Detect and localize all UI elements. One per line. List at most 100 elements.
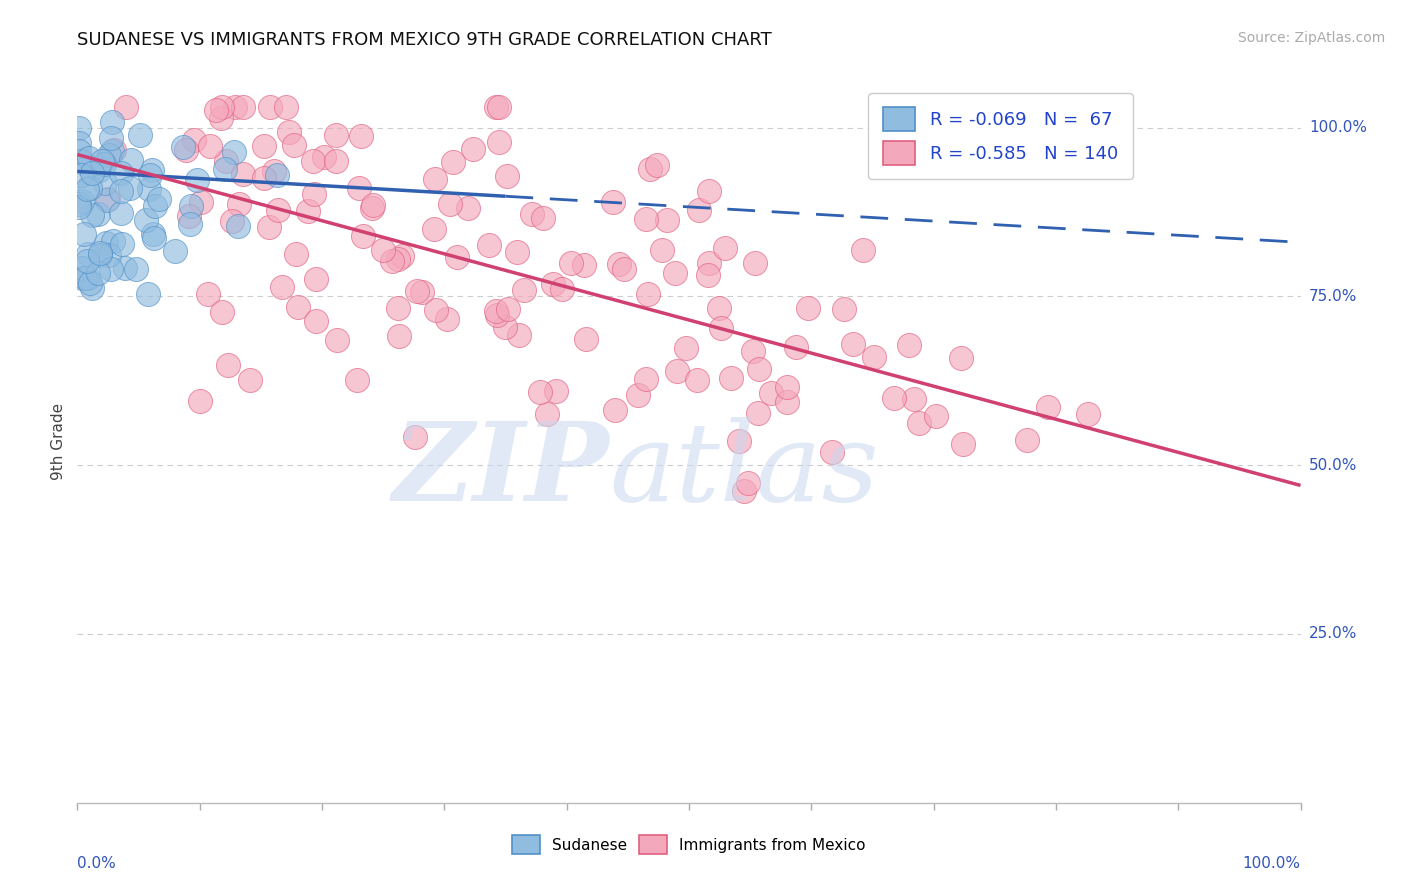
Point bbox=[506, 244, 529, 259]
Point bbox=[228, 196, 250, 211]
Point bbox=[1077, 407, 1099, 421]
Point bbox=[842, 337, 865, 351]
Point bbox=[304, 272, 326, 286]
Text: Source: ZipAtlas.com: Source: ZipAtlas.com bbox=[1237, 31, 1385, 45]
Point bbox=[613, 262, 636, 277]
Point bbox=[97, 192, 120, 206]
Point bbox=[76, 182, 98, 196]
Point bbox=[198, 139, 221, 153]
Point bbox=[446, 250, 468, 264]
Point bbox=[737, 476, 759, 491]
Point bbox=[574, 259, 596, 273]
Point bbox=[89, 245, 111, 260]
Point bbox=[82, 166, 104, 180]
Point bbox=[713, 241, 735, 255]
Point bbox=[498, 302, 520, 317]
Point bbox=[852, 243, 875, 257]
Point bbox=[645, 158, 668, 172]
Point bbox=[82, 208, 104, 222]
Point bbox=[259, 100, 281, 114]
Point bbox=[883, 392, 905, 406]
Point bbox=[925, 409, 948, 423]
Point bbox=[381, 254, 404, 268]
Point bbox=[387, 301, 409, 315]
Point bbox=[239, 373, 262, 387]
Point bbox=[522, 207, 544, 221]
Point bbox=[87, 162, 110, 177]
Point bbox=[363, 198, 385, 212]
Point bbox=[100, 131, 122, 145]
Point bbox=[697, 268, 720, 282]
Point bbox=[495, 169, 517, 184]
Point bbox=[575, 332, 598, 346]
Point bbox=[436, 312, 458, 326]
Point bbox=[96, 194, 118, 208]
Point bbox=[346, 373, 368, 387]
Point bbox=[688, 203, 710, 218]
Text: atlas: atlas bbox=[609, 417, 879, 524]
Point bbox=[834, 302, 856, 317]
Point bbox=[1017, 433, 1039, 447]
Point bbox=[70, 260, 93, 275]
Point bbox=[373, 243, 395, 257]
Point bbox=[179, 217, 201, 231]
Point bbox=[897, 337, 920, 351]
Point bbox=[79, 276, 101, 290]
Point bbox=[172, 140, 194, 154]
Point bbox=[197, 287, 219, 301]
Point bbox=[165, 244, 187, 259]
Point bbox=[67, 197, 90, 211]
Y-axis label: 9th Grade: 9th Grade bbox=[51, 403, 66, 480]
Text: 0.0%: 0.0% bbox=[77, 855, 117, 871]
Point bbox=[485, 303, 508, 318]
Point bbox=[139, 168, 162, 182]
Point bbox=[626, 388, 648, 402]
Point bbox=[142, 227, 165, 241]
Point bbox=[284, 246, 307, 260]
Point bbox=[75, 270, 97, 285]
Point bbox=[305, 313, 328, 327]
Point bbox=[863, 350, 886, 364]
Point bbox=[70, 270, 93, 285]
Point bbox=[603, 403, 626, 417]
Point bbox=[110, 184, 132, 198]
Point bbox=[638, 161, 661, 176]
Point bbox=[797, 301, 820, 315]
Point bbox=[325, 153, 347, 168]
Point bbox=[224, 100, 246, 114]
Point bbox=[602, 194, 624, 209]
Point bbox=[86, 207, 108, 221]
Point bbox=[82, 281, 104, 295]
Point bbox=[176, 144, 198, 158]
Point bbox=[77, 151, 100, 165]
Point bbox=[607, 257, 630, 271]
Point bbox=[302, 154, 325, 169]
Point bbox=[388, 329, 411, 343]
Point bbox=[360, 201, 382, 215]
Point bbox=[89, 248, 111, 262]
Point bbox=[391, 249, 413, 263]
Point bbox=[352, 229, 374, 244]
Point bbox=[485, 100, 508, 114]
Point bbox=[326, 333, 349, 347]
Point bbox=[101, 144, 124, 158]
Point bbox=[143, 231, 166, 245]
Point bbox=[221, 214, 243, 228]
Point bbox=[776, 395, 799, 409]
Point bbox=[98, 147, 121, 161]
Point bbox=[257, 219, 280, 234]
Point bbox=[70, 169, 93, 183]
Point bbox=[204, 103, 226, 118]
Point bbox=[222, 145, 245, 159]
Point bbox=[488, 100, 510, 114]
Point bbox=[67, 136, 90, 150]
Point bbox=[125, 262, 148, 277]
Text: 100.0%: 100.0% bbox=[1243, 855, 1301, 871]
Point bbox=[214, 162, 236, 177]
Point bbox=[707, 301, 730, 315]
Text: SUDANESE VS IMMIGRANTS FROM MEXICO 9TH GRADE CORRELATION CHART: SUDANESE VS IMMIGRANTS FROM MEXICO 9TH G… bbox=[77, 31, 772, 49]
Point bbox=[114, 261, 136, 276]
Point bbox=[748, 362, 770, 376]
Text: 100.0%: 100.0% bbox=[1309, 120, 1367, 135]
Point bbox=[651, 244, 673, 258]
